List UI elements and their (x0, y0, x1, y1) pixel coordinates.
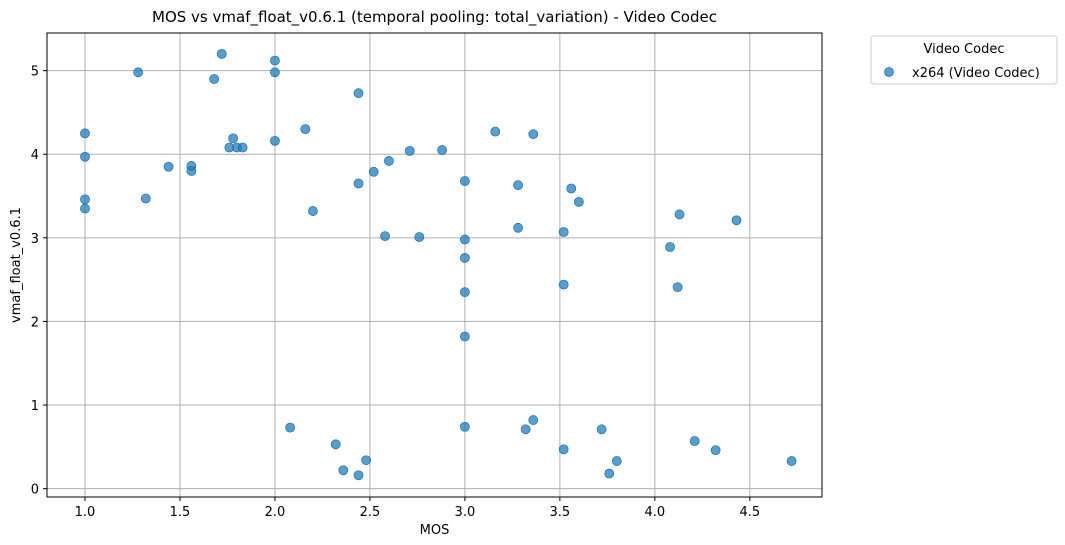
data-point (786, 456, 797, 466)
data-point (368, 166, 379, 177)
chart-title: MOS vs vmaf_float_v0.6.1 (temporal pooli… (152, 8, 717, 27)
y-tick-label: 0 (31, 483, 39, 498)
data-point (604, 468, 615, 479)
data-point (237, 142, 248, 153)
data-point (209, 74, 220, 84)
data-point (528, 415, 539, 425)
data-point (459, 421, 470, 432)
data-point (689, 436, 700, 446)
data-point (384, 156, 394, 166)
plot-frame (46, 32, 823, 498)
x-tick-label: 3.0 (455, 505, 476, 520)
data-point (270, 67, 280, 78)
data-point (490, 126, 501, 137)
x-tick-label: 3.5 (550, 505, 571, 520)
data-point (459, 234, 470, 245)
data-point (361, 455, 372, 466)
data-point (513, 222, 523, 233)
data-point (140, 193, 151, 204)
data-point (596, 424, 607, 435)
axis-ticks: 1.0 1.5 2.0 2.5 3.0 3.5 4.0 4.5 0 1 2 3 4 5 (31, 65, 760, 520)
data-point (558, 227, 569, 237)
x-tick-label: 2.0 (265, 505, 286, 520)
y-tick-label: 4 (31, 148, 39, 163)
data-point (338, 465, 349, 476)
data-point (437, 145, 447, 155)
data-point (558, 444, 569, 455)
data-point (566, 183, 577, 194)
data-point (186, 166, 197, 176)
x-tick-label: 1.5 (170, 505, 191, 520)
data-point (308, 206, 318, 216)
data-point (513, 180, 523, 191)
legend-title: Video Codec (924, 42, 1005, 57)
data-point (228, 133, 239, 144)
legend-marker (884, 67, 894, 77)
data-point (672, 282, 683, 293)
y-tick-label: 1 (31, 399, 39, 414)
data-point (573, 196, 584, 207)
data-point (80, 194, 90, 205)
x-tick-label: 1.0 (75, 505, 96, 520)
data-point (558, 279, 569, 290)
data-point (459, 331, 470, 342)
data-point (520, 424, 531, 435)
x-tick-label: 4.0 (644, 505, 665, 520)
data-point (133, 67, 144, 78)
y-tick-label: 2 (31, 315, 39, 330)
data-point (665, 242, 675, 252)
data-point (80, 151, 90, 162)
data-point (710, 445, 721, 456)
legend-series-label: x264 (Video Codec) (912, 66, 1040, 81)
data-point (459, 176, 470, 186)
data-point (528, 129, 539, 140)
x-tick-label: 4.5 (739, 505, 760, 520)
data-point (414, 232, 425, 242)
data-point (459, 252, 470, 263)
y-tick-label: 5 (31, 65, 39, 80)
data-point (216, 49, 227, 59)
data-point (674, 209, 685, 220)
legend: Video Codec x264 (Video Codec) (870, 35, 1058, 85)
data-point (330, 439, 341, 450)
y-tick-label: 3 (31, 232, 39, 247)
data-point (270, 135, 280, 146)
data-point (353, 178, 364, 189)
data-point (80, 203, 90, 214)
data-point (611, 456, 622, 466)
grid (47, 33, 822, 497)
data-point (80, 128, 90, 139)
legend-box (870, 35, 1058, 85)
y-axis-label: vmaf_float_v0.6.1 (9, 207, 24, 323)
data-point (353, 88, 364, 99)
data-point (285, 422, 296, 433)
data-point (459, 287, 470, 298)
data-point (380, 231, 391, 242)
data-point (163, 161, 174, 172)
data-point (404, 145, 415, 156)
x-axis-label: MOS (420, 523, 450, 538)
data-point (731, 215, 742, 226)
data-points (80, 49, 797, 481)
data-point (353, 470, 364, 481)
data-point (270, 55, 280, 66)
data-point (300, 124, 311, 135)
x-tick-label: 2.5 (360, 505, 381, 520)
